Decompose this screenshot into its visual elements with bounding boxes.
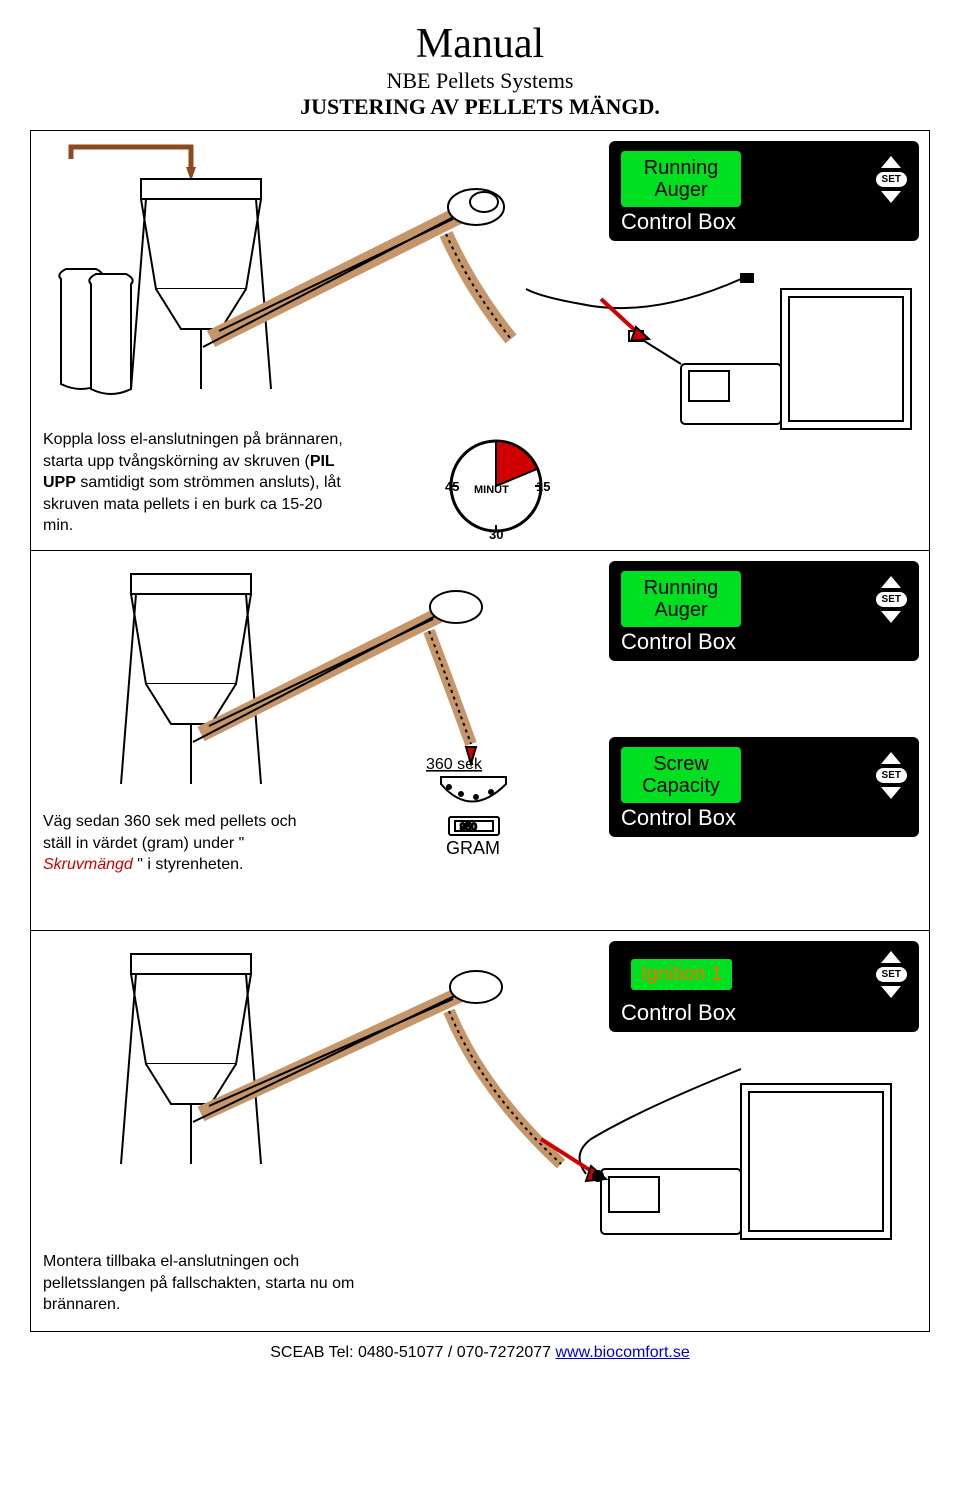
section-3: Ignition 1 SET Control Box <box>31 931 929 1331</box>
arrow-down-icon <box>881 611 901 623</box>
section2-skruvmangd: Skruvmängd <box>43 856 133 873</box>
control-box-label: Control Box <box>609 805 919 837</box>
section-1: Running Auger SET Control Box <box>31 131 929 551</box>
footer-link[interactable]: www.biocomfort.se <box>555 1344 689 1361</box>
screen-screw-capacity: Screw Capacity <box>621 747 741 803</box>
section2-text: Väg sedan 360 sek med pellets och ställ … <box>43 811 313 876</box>
set-button: SET <box>876 768 907 783</box>
screen-running-auger: Running Auger <box>621 151 741 207</box>
page-header: Manual NBE Pellets Systems JUSTERING AV … <box>30 20 930 120</box>
section1-text: Koppla loss el-anslutningen på brännaren… <box>43 429 343 537</box>
control-box-label: Control Box <box>609 209 919 241</box>
set-button: SET <box>876 967 907 982</box>
svg-text:MINUT: MINUT <box>474 484 509 496</box>
arrow-up-icon <box>881 951 901 963</box>
control-box-2a: Running Auger SET <box>609 561 919 635</box>
subtitle-1: NBE Pellets Systems <box>30 68 930 94</box>
nav-arrows-2: SET <box>876 576 907 623</box>
svg-text:950: 950 <box>460 822 477 833</box>
nav-arrows-3: SET <box>876 752 907 799</box>
arrow-up-icon <box>881 576 901 588</box>
section1-pre: Koppla loss el-anslutningen på brännaren… <box>43 431 343 470</box>
minute-clock-icon: 45 15 30 MINUT <box>441 431 551 541</box>
subtitle-2: JUSTERING AV PELLETS MÄNGD. <box>30 94 930 120</box>
section1-mid: samtidigt som strömmen ansluts), låt skr… <box>43 474 341 534</box>
label-360sek: 360 sek <box>426 756 483 773</box>
arrow-up-icon <box>881 752 901 764</box>
control-box-label: Control Box <box>609 1000 919 1032</box>
footer: SCEAB Tel: 0480-51077 / 070-7272077 www.… <box>30 1332 930 1370</box>
nav-arrows: SET <box>876 156 907 203</box>
arrow-down-icon <box>881 787 901 799</box>
section-2: Running Auger SET Control Box Screw Capa… <box>31 551 929 931</box>
title: Manual <box>30 20 930 68</box>
label-gram: GRAM <box>446 838 500 858</box>
arrow-up-icon <box>881 156 901 168</box>
nav-arrows-4: SET <box>876 951 907 998</box>
section3-text: Montera tillbaka el-anslutningen och pel… <box>43 1251 363 1316</box>
content-frame: Running Auger SET Control Box <box>30 130 930 1332</box>
footer-text: SCEAB Tel: 0480-51077 / 070-7272077 <box>270 1344 555 1361</box>
section2-post: " i styrenheten. <box>133 856 244 873</box>
control-box-label: Control Box <box>609 629 919 661</box>
screen-running-auger-2: Running Auger <box>621 571 741 627</box>
set-button: SET <box>876 172 907 187</box>
arrow-down-icon <box>881 191 901 203</box>
screen-ignition1: Ignition 1 <box>631 959 732 990</box>
arrow-down-icon <box>881 986 901 998</box>
section2-pre: Väg sedan 360 sek med pellets och ställ … <box>43 813 297 852</box>
control-box-2b: Screw Capacity SET <box>609 737 919 811</box>
set-button: SET <box>876 592 907 607</box>
control-box-1: Running Auger SET <box>609 141 919 215</box>
control-box-3: Ignition 1 SET <box>609 941 919 1006</box>
